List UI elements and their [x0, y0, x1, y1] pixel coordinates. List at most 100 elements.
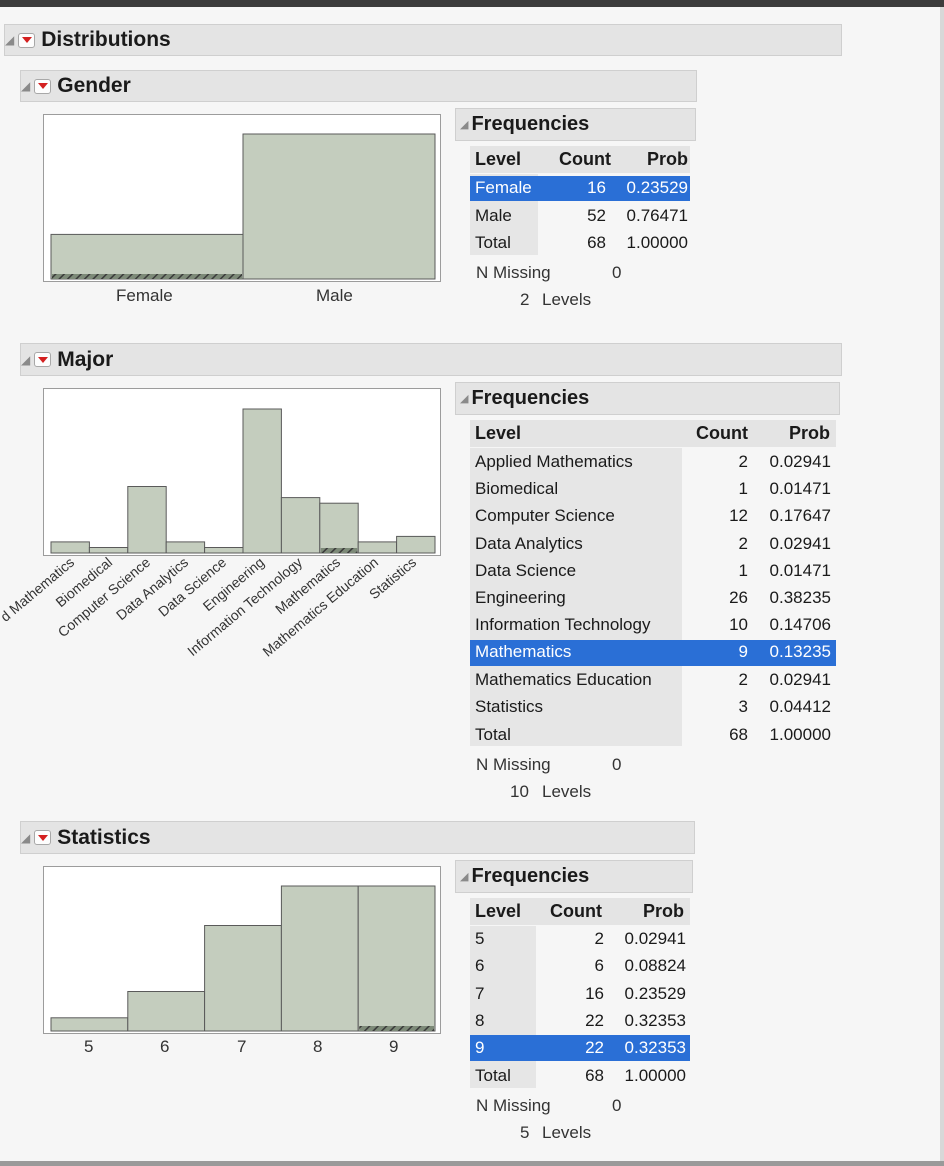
selected-row-highlight[interactable] — [470, 176, 690, 201]
col-count: Count — [550, 901, 602, 921]
red-dropdown-menu-icon[interactable] — [34, 352, 52, 367]
table-cell-prob[interactable]: 0.02941 — [769, 452, 831, 471]
table-cell-count[interactable]: 22 — [585, 1010, 604, 1030]
table-cell-count[interactable]: 3 — [738, 696, 748, 716]
level-column-bg — [470, 926, 536, 1088]
distributions-header[interactable]: ◢ Distributions — [4, 24, 842, 56]
histogram-bar[interactable] — [165, 541, 206, 554]
disclosure-triangle-icon[interactable]: ◢ — [460, 119, 469, 131]
table-cell-prob[interactable]: 0.14706 — [769, 615, 831, 635]
red-dropdown-menu-icon[interactable] — [18, 32, 36, 48]
table-cell-level[interactable]: Mathematics Education — [475, 669, 652, 689]
table-cell-count[interactable]: 1 — [738, 479, 748, 499]
table-cell-prob[interactable]: 0.32353 — [624, 1038, 686, 1058]
table-cell-count[interactable]: 16 — [585, 983, 604, 1003]
histogram-bar[interactable] — [242, 408, 282, 554]
table-cell-level[interactable]: Biomedical — [475, 479, 559, 499]
table-cell-level[interactable]: Mathematics — [475, 642, 572, 662]
table-cell-prob[interactable]: 0.02941 — [769, 533, 831, 553]
histogram-bar[interactable] — [280, 885, 359, 1032]
histogram-bar[interactable] — [280, 497, 321, 554]
table-cell-prob[interactable]: 0.02941 — [624, 929, 686, 948]
table-cell-level[interactable]: 8 — [475, 1010, 485, 1030]
disclosure-triangle-icon[interactable]: ◢ — [21, 79, 31, 93]
frequencies-title: Frequencies — [471, 387, 590, 409]
statistics-header[interactable]: ◢ Statistics — [20, 821, 695, 854]
table-cell-prob[interactable]: 0.23529 — [626, 178, 688, 197]
histogram-bar[interactable] — [50, 233, 244, 280]
table-cell-prob[interactable]: 0.32353 — [624, 1010, 686, 1030]
major-table-header: Level Count Prob — [470, 420, 836, 447]
gender-header[interactable]: ◢ Gender — [20, 70, 697, 102]
histogram-bar[interactable] — [50, 1017, 129, 1032]
disclosure-triangle-icon[interactable]: ◢ — [21, 352, 31, 367]
disclosure-triangle-icon[interactable]: ◢ — [21, 830, 31, 845]
table-cell-prob[interactable]: 0.01471 — [769, 560, 831, 580]
table-cell-level[interactable]: 7 — [475, 983, 485, 1003]
table-cell-count[interactable]: 52 — [587, 206, 606, 225]
table-cell-prob[interactable]: 0.08824 — [624, 956, 686, 976]
table-cell-prob[interactable]: 0.04412 — [769, 696, 831, 716]
table-cell-count[interactable]: 2 — [738, 452, 748, 471]
histogram-bar[interactable] — [396, 535, 436, 554]
table-cell-level[interactable]: Data Analytics — [475, 533, 583, 553]
table-cell-level[interactable]: Female — [475, 178, 532, 197]
histogram-bar[interactable] — [127, 486, 167, 554]
table-cell-prob[interactable]: 0.13235 — [769, 642, 831, 662]
table-cell-level[interactable]: 9 — [475, 1038, 485, 1058]
table-cell-level[interactable]: Computer Science — [475, 506, 615, 526]
table-cell-count[interactable]: 1 — [738, 560, 748, 580]
histogram-bar[interactable] — [357, 885, 436, 1032]
table-cell-prob[interactable]: 0.02941 — [769, 669, 831, 689]
gender-histogram[interactable] — [43, 114, 441, 282]
gender-frequencies-header[interactable]: ◢ Frequencies — [455, 108, 696, 141]
table-cell-count[interactable]: 10 — [729, 615, 748, 635]
table-cell-count[interactable]: 2 — [738, 533, 748, 553]
disclosure-triangle-icon[interactable]: ◢ — [5, 33, 15, 47]
histogram-bar[interactable] — [357, 541, 398, 554]
table-cell-prob[interactable]: 0.76471 — [626, 206, 688, 225]
selected-rows-hatch — [320, 548, 358, 553]
histogram-bar[interactable] — [204, 547, 244, 554]
major-frequencies-header[interactable]: ◢ Frequencies — [455, 382, 840, 415]
table-cell-prob[interactable]: 0.01471 — [769, 479, 831, 499]
table-cell-level[interactable]: Data Science — [475, 560, 577, 580]
table-cell-prob[interactable]: 0.17647 — [769, 506, 831, 526]
statistics-frequencies-header[interactable]: ◢ Frequencies — [455, 860, 693, 893]
table-cell-level[interactable]: Applied Mathematics — [475, 452, 633, 471]
table-cell-level[interactable]: Statistics — [475, 696, 544, 716]
table-cell-count[interactable]: 2 — [738, 669, 748, 689]
histogram-bar[interactable] — [50, 541, 90, 554]
selected-row-highlight[interactable] — [470, 640, 836, 666]
histogram-bar[interactable] — [319, 502, 359, 554]
table-cell-count[interactable]: 6 — [594, 956, 604, 976]
table-cell-prob[interactable]: 0.23529 — [624, 983, 686, 1003]
histogram-bar[interactable] — [127, 991, 206, 1032]
major-header[interactable]: ◢ Major — [20, 343, 842, 376]
histogram-bar[interactable] — [242, 133, 436, 280]
table-cell-count[interactable]: 22 — [585, 1038, 604, 1058]
table-cell-count[interactable]: 26 — [729, 588, 748, 607]
levels-count: 5 — [520, 1123, 530, 1142]
table-cell-level[interactable]: Male — [475, 206, 512, 225]
col-prob: Prob — [642, 901, 684, 921]
table-cell-count[interactable]: 12 — [729, 506, 748, 526]
table-cell-level[interactable]: Information Technology — [475, 615, 651, 635]
table-cell-level[interactable]: Engineering — [475, 588, 566, 607]
table-cell-prob[interactable]: 0.38235 — [769, 588, 831, 607]
x-tick-label: 6 — [160, 1037, 170, 1056]
histogram-bar[interactable] — [204, 925, 282, 1032]
disclosure-triangle-icon[interactable]: ◢ — [460, 871, 469, 883]
selected-row-highlight[interactable] — [470, 1035, 690, 1061]
table-cell-level[interactable]: 5 — [475, 929, 485, 948]
table-cell-level[interactable]: 6 — [475, 956, 485, 976]
table-cell-count[interactable]: 16 — [587, 178, 606, 197]
statistics-histogram[interactable] — [43, 866, 441, 1034]
histogram-bar[interactable] — [88, 547, 129, 554]
table-cell-count[interactable]: 2 — [594, 929, 604, 948]
disclosure-triangle-icon[interactable]: ◢ — [460, 393, 469, 405]
table-cell-count[interactable]: 9 — [738, 642, 748, 662]
major-histogram[interactable] — [43, 388, 441, 556]
red-dropdown-menu-icon[interactable] — [34, 78, 52, 94]
red-dropdown-menu-icon[interactable] — [34, 830, 52, 845]
